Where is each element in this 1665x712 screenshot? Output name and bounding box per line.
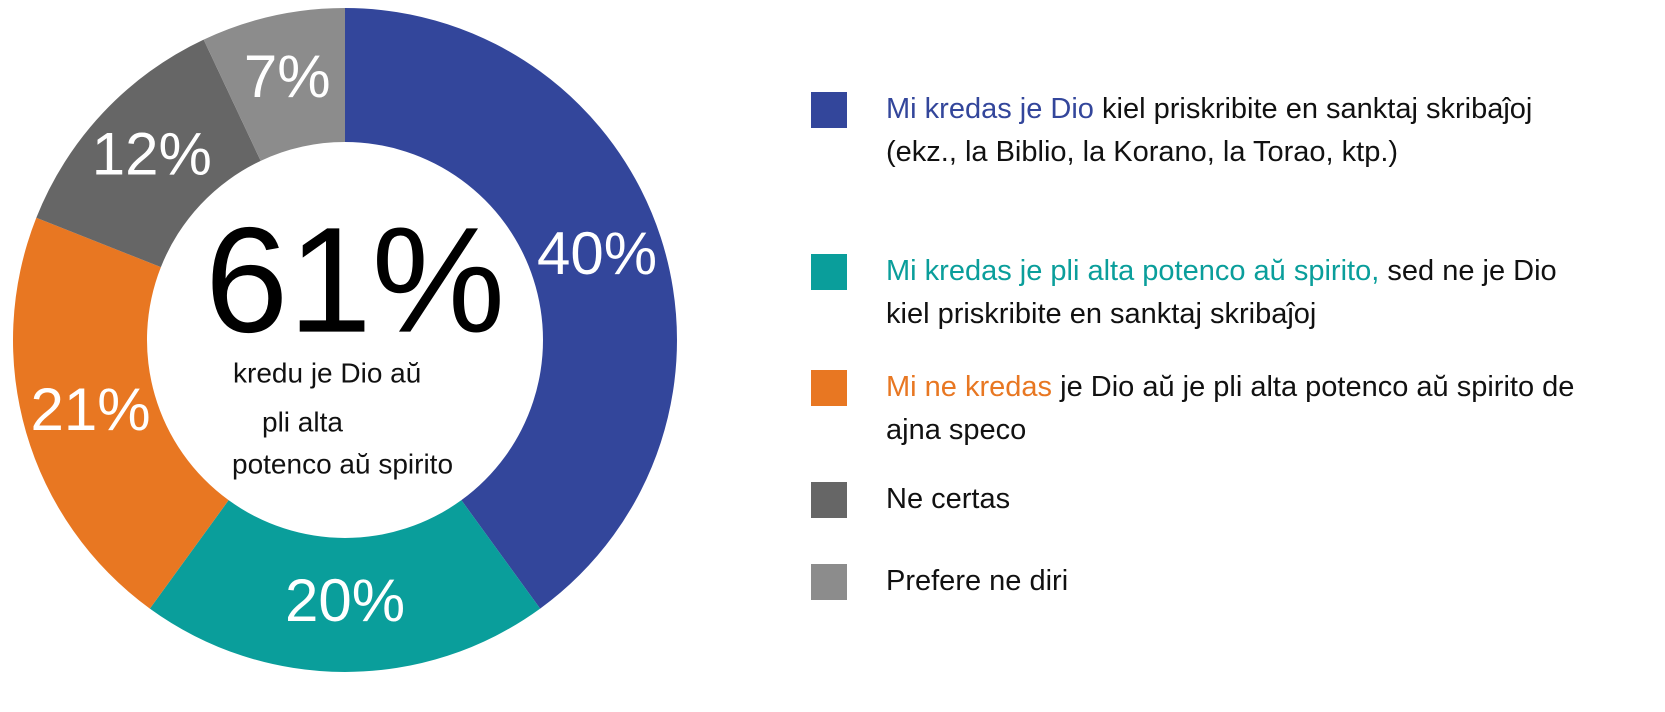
- legend-highlight: Mi kredas je Dio: [886, 93, 1094, 125]
- slice-label: 21%: [30, 376, 150, 443]
- legend-highlight: Mi kredas je pli alta potenco aŭ spirito…: [886, 255, 1380, 287]
- slice: [36, 39, 261, 268]
- center-text: kredu je Dio aŭ: [233, 357, 421, 388]
- slice-label: 12%: [92, 120, 212, 187]
- legend-text: Mi kredas je Dio kiel priskribite en sank…: [886, 88, 1586, 174]
- legend-label: Ne certas: [886, 483, 1011, 515]
- legend-text: Mi kredas je pli alta potenco aŭ spirito…: [886, 250, 1586, 336]
- legend-text: Prefere ne diri: [886, 560, 1586, 603]
- slice-label: 20%: [285, 567, 405, 634]
- slice-label: 40%: [537, 220, 657, 287]
- center-text: pli alta: [262, 406, 343, 437]
- chart: 40% 20% 21% 12% 7% 61%kredu je Dio aŭ pli alta…: [12, 8, 677, 672]
- legend-swatch: [811, 370, 847, 406]
- center-text: potenco aŭ spirito: [232, 448, 453, 479]
- slice: [345, 8, 677, 609]
- legend-swatch: [811, 254, 847, 290]
- slice: [12, 217, 229, 609]
- legend-label: sed ne je Dio kiel priskribite en sankta…: [886, 255, 1557, 330]
- legend-label: Prefere ne diri: [886, 565, 1069, 597]
- legend-swatch: [811, 92, 847, 128]
- legend-swatch: [811, 564, 847, 600]
- legend-label: je Dio aŭ je pli alta potenco aŭ spirito…: [886, 371, 1575, 446]
- legend-swatch: [811, 482, 847, 518]
- slice: [149, 500, 541, 672]
- slice: [203, 8, 345, 161]
- legend-highlight: Mi ne kredas: [886, 371, 1053, 403]
- center-label: 61%: [205, 196, 505, 364]
- legend-label: kiel priskribite en sanktaj skribaĵoj (e…: [886, 93, 1533, 168]
- slice-label: 7%: [244, 43, 331, 110]
- legend-text: Ne certas: [886, 478, 1586, 521]
- legend-text: Mi ne kredas je Dio aŭ je pli alta potenc…: [886, 366, 1586, 452]
